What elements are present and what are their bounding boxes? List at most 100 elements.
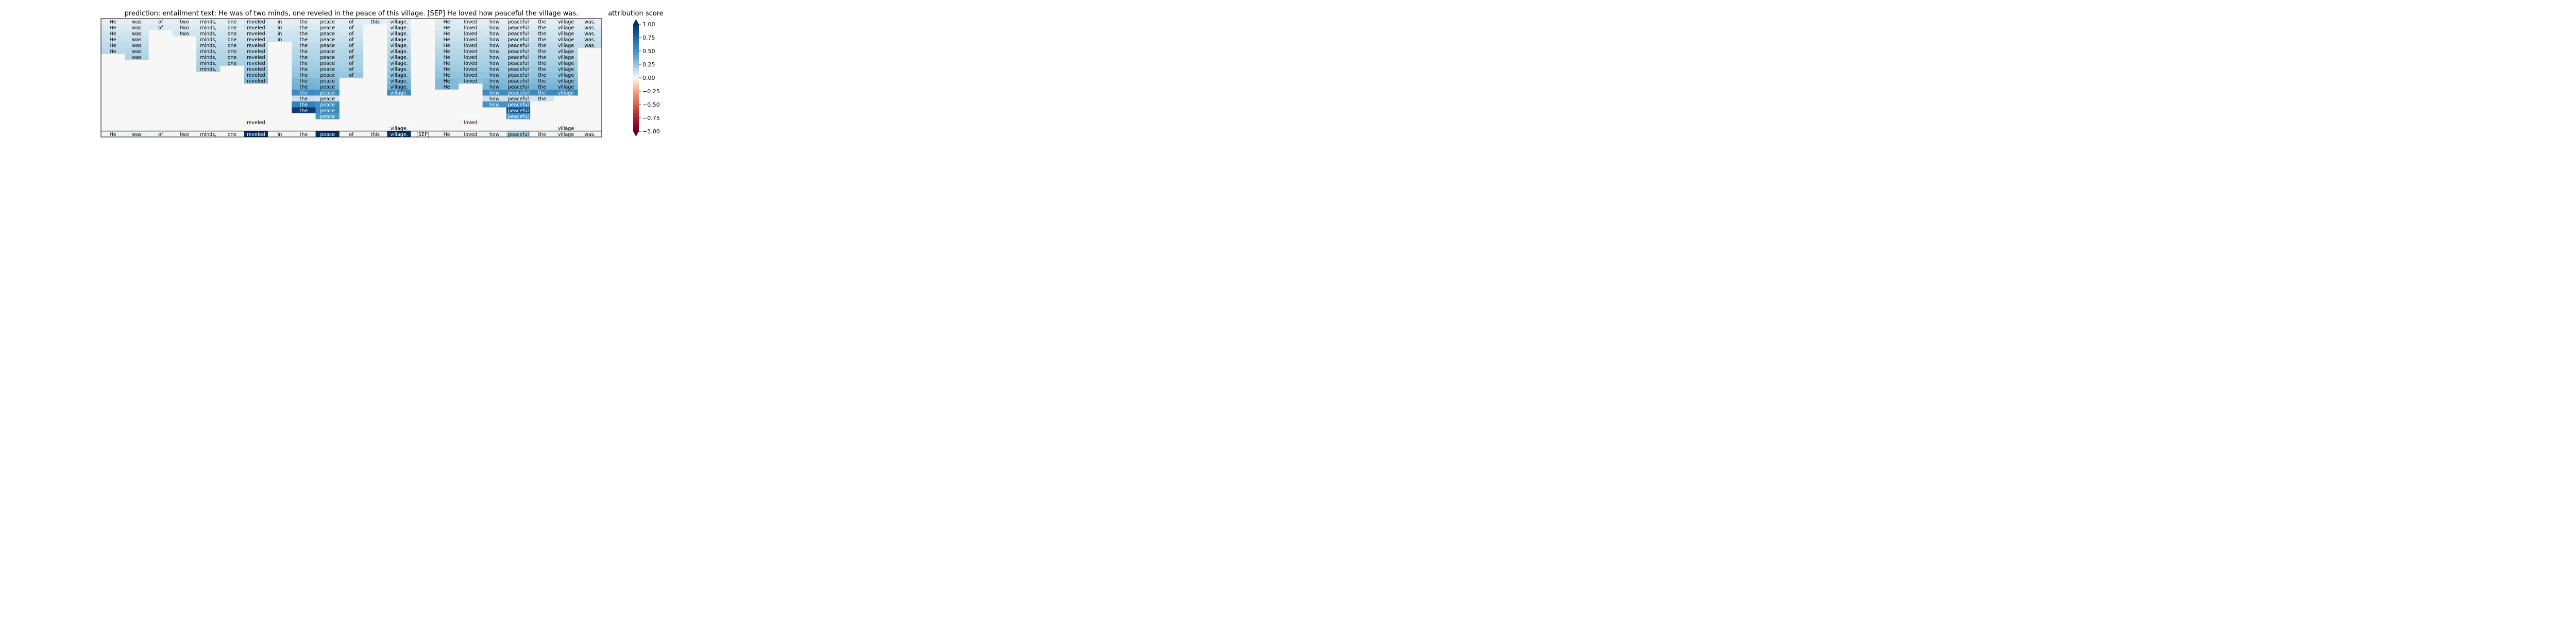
token-label: how — [489, 55, 500, 60]
heatmap-cell — [506, 83, 531, 90]
token-label: peace — [320, 90, 335, 96]
summary-cell — [506, 131, 531, 137]
token-label: village — [558, 43, 574, 48]
heatmap-cell — [530, 72, 554, 78]
token-label: village — [558, 37, 574, 43]
token-label: the — [300, 66, 308, 72]
token-label: peace — [320, 43, 335, 48]
heatmap-cell — [435, 30, 459, 37]
heatmap-cell — [506, 36, 531, 42]
token-label: peaceful — [508, 114, 529, 119]
heatmap-cell — [482, 60, 506, 66]
colorbar: 1.00 0.75 0.50 0.25 0.00 −0.25 −0.50 −0.75 −1.00 — [633, 19, 660, 136]
heatmap-cell — [506, 19, 531, 25]
heatmap-cell — [220, 24, 244, 30]
heatmap-cell — [268, 30, 292, 37]
heatmap-cell — [506, 60, 531, 66]
summary-token-label: peaceful — [508, 132, 529, 138]
token-label: was. — [584, 25, 596, 31]
heatmap-cell — [435, 36, 459, 42]
token-label: peaceful — [508, 43, 529, 48]
heatmap-cell — [101, 30, 125, 37]
heatmap-cell — [459, 42, 483, 48]
token-label: the — [300, 37, 308, 43]
token-label: reveled — [247, 25, 265, 31]
heatmap-cell — [459, 19, 483, 25]
summary-token-label: this — [371, 132, 380, 138]
heatmap-cell — [315, 66, 340, 72]
heatmap-cell — [554, 36, 578, 42]
heatmap-cell — [435, 83, 459, 90]
heatmap-cell — [554, 83, 578, 90]
heatmap-cell — [292, 78, 316, 84]
token-label: loved — [464, 55, 477, 60]
heatmap-cell — [101, 24, 125, 30]
heatmap-cell — [244, 48, 268, 54]
token-label: minds, — [200, 61, 216, 66]
heatmap-cell — [482, 95, 506, 101]
token-label: peaceful — [508, 55, 529, 60]
token-label: loved — [464, 66, 477, 72]
summary-token-label: village — [558, 132, 574, 138]
token-label: He — [444, 55, 450, 60]
token-label: peaceful — [508, 31, 529, 37]
heatmap-cell — [125, 54, 149, 60]
token-label: minds, — [200, 49, 216, 55]
token-label: in — [278, 37, 282, 43]
token-label: minds, — [200, 66, 216, 72]
summary-token-label: loved — [464, 132, 477, 138]
heatmap-cell — [315, 19, 340, 25]
heatmap-cell — [339, 72, 364, 78]
heatmap-cell — [292, 107, 316, 113]
heatmap-cell — [292, 72, 316, 78]
heatmap-cell — [292, 95, 316, 101]
colorbar-tick-label: −0.75 — [642, 115, 660, 122]
token-label: loved — [464, 19, 477, 25]
token-label: loved — [464, 49, 477, 55]
heatmap-cell — [172, 24, 197, 30]
token-label: village. — [390, 126, 408, 131]
heatmap-grid: He was of two minds, one reveled in the peace of th… — [101, 19, 602, 138]
heatmap-cell — [435, 60, 459, 66]
heatmap-cell — [506, 95, 531, 101]
heatmap-cell — [125, 19, 149, 25]
heatmap-cell — [101, 48, 125, 54]
summary-cell — [196, 131, 221, 137]
summary-cell — [411, 131, 435, 137]
token-label: of — [349, 61, 354, 66]
token-label: one — [228, 49, 237, 55]
summary-token-label: one — [228, 132, 237, 138]
token-label: in — [278, 31, 282, 37]
heatmap-cell — [292, 48, 316, 54]
token-label: was — [132, 19, 142, 25]
heatmap-cell — [244, 36, 268, 42]
summary-token-label: was — [132, 132, 142, 138]
token-label: peaceful — [508, 90, 529, 96]
heatmap-cell — [292, 30, 316, 37]
heatmap-cell — [387, 90, 411, 96]
heatmap-cell — [578, 42, 602, 48]
heatmap-cell — [578, 36, 602, 42]
heatmap-cell — [506, 30, 531, 37]
heatmap-cell — [435, 78, 459, 84]
summary-token-label: [SEP] — [416, 132, 429, 138]
summary-token-label: reveled — [247, 132, 265, 138]
token-label: one — [228, 55, 237, 60]
heatmap-cell — [530, 30, 554, 37]
token-label: the — [538, 66, 546, 72]
token-label: was — [132, 37, 142, 43]
token-label: peaceful — [508, 19, 529, 25]
heatmap-cell — [196, 48, 221, 54]
heatmap-cell — [482, 90, 506, 96]
heatmap-cell — [315, 101, 340, 108]
token-label: peace — [320, 66, 335, 72]
heatmap-cell — [554, 90, 578, 96]
token-label: village — [558, 55, 574, 60]
summary-cell — [435, 131, 459, 137]
token-label: one — [228, 25, 237, 31]
token-label: village. — [390, 31, 408, 37]
token-label: He — [110, 19, 116, 25]
heatmap-cell — [530, 83, 554, 90]
token-label: peace — [320, 37, 335, 43]
token-label: village — [558, 78, 574, 84]
